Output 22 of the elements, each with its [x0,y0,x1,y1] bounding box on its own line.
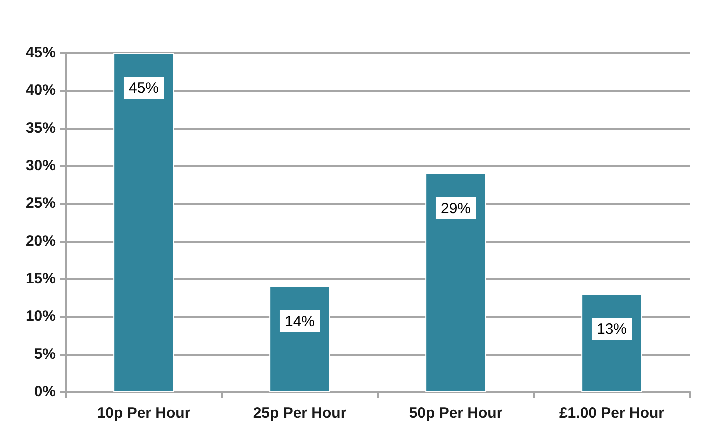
y-tick-label: 35% [26,120,56,137]
y-tick-label: 10% [26,308,56,326]
x-tick-label: 10p Per Hour [97,405,191,422]
data-label: 13% [596,321,628,338]
data-label: 14% [284,314,316,331]
y-tick-label: 25% [26,195,56,212]
y-tick-label: 45% [26,44,56,62]
y-tick-label: 30% [26,158,56,174]
bar [114,53,174,392]
data-label: 45% [128,80,160,97]
bar [270,286,330,392]
x-tick-label: 25p Per Hour [253,405,347,422]
y-tick-label: 5% [34,346,56,363]
y-tick-label: 40% [26,82,56,100]
bar [582,294,642,392]
y-tick-label: 20% [26,232,56,250]
y-tick-label: 15% [26,270,56,288]
y-tick-label: 0% [34,384,56,400]
bar [426,174,486,392]
x-tick-label: 50p Per Hour [409,405,503,422]
data-label: 29% [440,200,472,218]
x-tick-label: £1.00 Per Hour [559,405,665,422]
